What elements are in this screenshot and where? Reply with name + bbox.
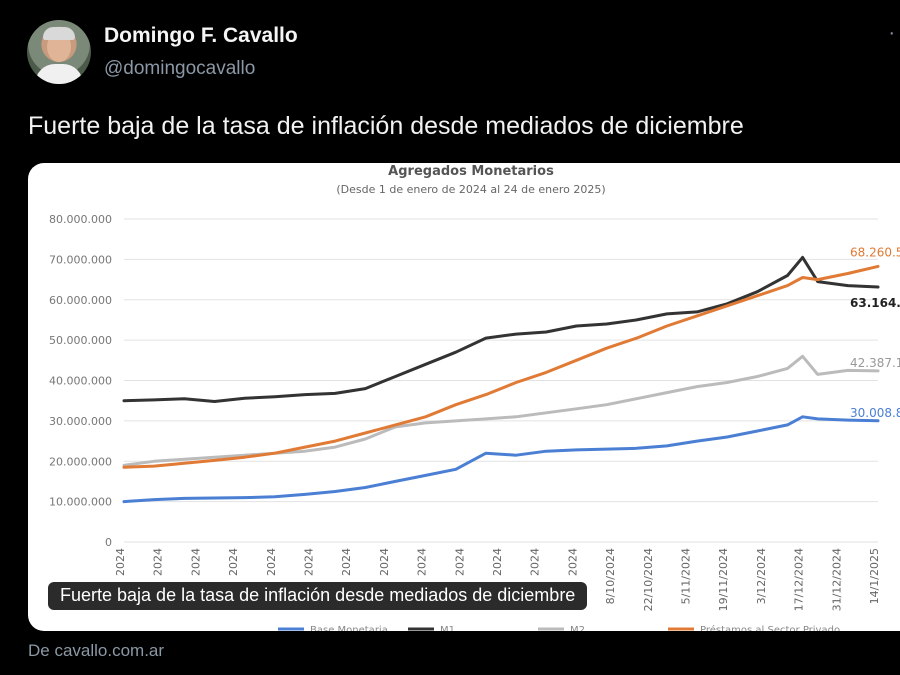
- x-tick-label: 14/1/2025: [868, 548, 881, 604]
- more-icon[interactable]: ·: [888, 22, 896, 44]
- x-tick-label: 2024: [340, 548, 353, 576]
- x-tick-label: 22/10/2024: [642, 548, 655, 611]
- x-tick-label: 2024: [265, 548, 278, 576]
- legend-label: M2: [570, 625, 585, 631]
- legend-label: M1: [440, 625, 455, 631]
- x-tick-label: 2024: [453, 548, 466, 576]
- x-tick-label: 2024: [227, 548, 240, 576]
- series-line-m2: [122, 354, 880, 467]
- y-tick-label: 40.000.000: [49, 375, 112, 388]
- x-tick-label: 2024: [491, 548, 504, 576]
- y-tick-label: 60.000.000: [49, 294, 112, 307]
- y-tick-label: 70.000.000: [49, 253, 112, 266]
- tweet-image[interactable]: Agregados Monetarios (Desde 1 de enero de…: [28, 163, 900, 631]
- source-link[interactable]: De cavallo.com.ar: [28, 641, 165, 660]
- avatar-hair: [43, 27, 75, 40]
- x-tick-label: 3/12/2024: [755, 548, 768, 604]
- author-handle[interactable]: @domingocavallo: [104, 58, 256, 79]
- series-line-m1: [122, 255, 880, 403]
- y-tick-label: 20.000.000: [49, 455, 112, 468]
- y-tick-label: 80.000.000: [49, 213, 112, 226]
- end-value-label: 68.260.5: [850, 245, 900, 259]
- x-tick-label: 2024: [303, 548, 316, 576]
- y-tick-label: 0: [105, 536, 112, 549]
- monetary-aggregates-chart: Agregados Monetarios (Desde 1 de enero de…: [49, 164, 900, 631]
- x-tick-label: 8/10/2024: [604, 548, 617, 604]
- chart-title: Agregados Monetarios: [388, 164, 554, 179]
- y-tick-label: 50.000.000: [49, 334, 112, 347]
- chart-subtitle: (Desde 1 de enero de 2024 al 24 de enero…: [336, 183, 605, 196]
- x-tick-label: 17/12/2024: [793, 548, 806, 611]
- legend-label: Préstamos al Sector Privado: [700, 624, 840, 631]
- x-tick-label: 5/11/2024: [680, 548, 693, 604]
- end-value-label: 42.387.1: [850, 356, 900, 370]
- tweet-text: Fuerte baja de la tasa de inflación desd…: [28, 112, 744, 140]
- image-caption: Fuerte baja de la tasa de inflación desd…: [48, 582, 588, 610]
- end-value-label: 30.008.8: [850, 406, 900, 420]
- author-avatar[interactable]: [27, 20, 91, 84]
- y-tick-label: 10.000.000: [49, 496, 112, 509]
- legend-label: Base Monetaria: [310, 625, 388, 631]
- x-tick-label: 2024: [416, 548, 429, 576]
- author-name[interactable]: Domingo F. Cavallo: [104, 24, 298, 47]
- x-tick-label: 2024: [189, 548, 202, 576]
- avatar-shirt: [35, 64, 83, 84]
- y-tick-label: 30.000.000: [49, 415, 112, 428]
- series-line-pr-stamos-al-sector-privado: [122, 264, 880, 469]
- x-tick-label: 2024: [378, 548, 391, 576]
- end-value-label: 63.164.2: [850, 296, 900, 310]
- x-tick-label: 2024: [114, 548, 127, 576]
- x-tick-label: 2024: [529, 548, 542, 576]
- x-tick-label: 31/12/2024: [830, 548, 843, 611]
- series-line-base-monetaria: [122, 415, 880, 504]
- x-tick-label: 19/11/2024: [717, 548, 730, 611]
- x-tick-label: 2024: [566, 548, 579, 576]
- x-tick-label: 2024: [152, 548, 165, 576]
